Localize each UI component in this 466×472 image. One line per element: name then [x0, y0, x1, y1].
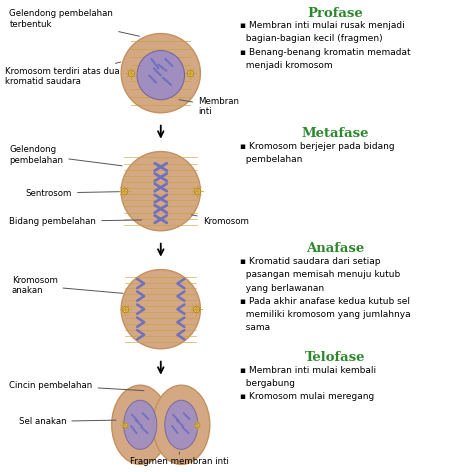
- Text: pasangan memisah menuju kutub: pasangan memisah menuju kutub: [240, 270, 400, 279]
- Text: ▪ Benang-benang kromatin memadat: ▪ Benang-benang kromatin memadat: [240, 48, 411, 57]
- Text: Sentrosom: Sentrosom: [26, 188, 119, 198]
- Text: Bidang pembelahan: Bidang pembelahan: [9, 217, 142, 226]
- Ellipse shape: [121, 270, 200, 349]
- Text: Sel anakan: Sel anakan: [19, 417, 116, 426]
- Text: menjadi kromosom: menjadi kromosom: [240, 61, 333, 70]
- Text: Gelendong
pembelahan: Gelendong pembelahan: [9, 145, 122, 166]
- Text: Telofase: Telofase: [305, 351, 366, 364]
- Text: bagian-bagian kecil (fragmen): bagian-bagian kecil (fragmen): [240, 34, 383, 43]
- Text: Kromosom terdiri atas dua
kromatid saudara: Kromosom terdiri atas dua kromatid sauda…: [5, 62, 121, 86]
- Text: ▪ Membran inti mulai rusak menjadi: ▪ Membran inti mulai rusak menjadi: [240, 21, 405, 30]
- Text: ▪ Kromatid saudara dari setiap: ▪ Kromatid saudara dari setiap: [240, 257, 381, 266]
- Text: memiliki kromosom yang jumlahnya: memiliki kromosom yang jumlahnya: [240, 310, 411, 319]
- Text: pembelahan: pembelahan: [240, 155, 302, 164]
- Text: ▪ Pada akhir anafase kedua kutub sel: ▪ Pada akhir anafase kedua kutub sel: [240, 297, 410, 306]
- Ellipse shape: [137, 51, 185, 100]
- Text: Fragmen membran inti: Fragmen membran inti: [130, 452, 229, 466]
- Text: Cincin pembelahan: Cincin pembelahan: [9, 380, 144, 391]
- Ellipse shape: [165, 400, 198, 449]
- Ellipse shape: [121, 152, 200, 231]
- Text: Kromosom: Kromosom: [192, 215, 248, 226]
- Ellipse shape: [153, 385, 210, 464]
- Text: bergabung: bergabung: [240, 379, 295, 388]
- Ellipse shape: [121, 34, 200, 113]
- Text: ▪ Kromosom berjejer pada bidang: ▪ Kromosom berjejer pada bidang: [240, 142, 395, 151]
- Text: Membran
inti: Membran inti: [179, 97, 239, 117]
- Ellipse shape: [123, 400, 157, 449]
- Text: ▪ Kromosom mulai meregang: ▪ Kromosom mulai meregang: [240, 392, 374, 401]
- Ellipse shape: [112, 385, 169, 464]
- Text: Gelendong pembelahan
terbentuk: Gelendong pembelahan terbentuk: [9, 9, 139, 36]
- Text: Metafase: Metafase: [302, 127, 369, 141]
- Text: ▪ Membran inti mulai kembali: ▪ Membran inti mulai kembali: [240, 366, 376, 375]
- Text: Profase: Profase: [308, 7, 363, 20]
- Text: sama: sama: [240, 323, 270, 332]
- Text: Kromosom
anakan: Kromosom anakan: [12, 276, 123, 295]
- Text: Anafase: Anafase: [307, 242, 364, 255]
- Text: yang berlawanan: yang berlawanan: [240, 284, 324, 293]
